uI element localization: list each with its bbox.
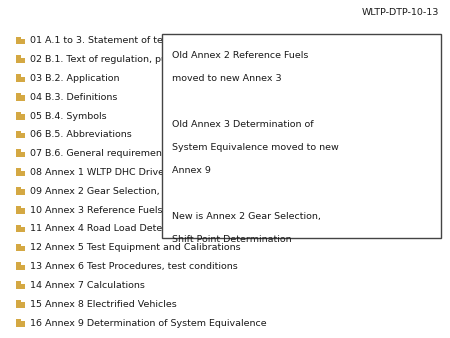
Bar (16, 37, 21, 39)
Text: 05 B.4. Symbols: 05 B.4. Symbols (30, 112, 107, 121)
Text: New is Annex 2 Gear Selection,: New is Annex 2 Gear Selection, (172, 212, 321, 221)
Bar (16, 227, 25, 233)
Bar (16, 284, 25, 289)
Text: Old Annex 3 Determination of: Old Annex 3 Determination of (172, 120, 314, 129)
Text: 13 Annex 6 Test Procedures, test conditions: 13 Annex 6 Test Procedures, test conditi… (30, 262, 238, 271)
Bar (16, 39, 25, 44)
Bar (16, 246, 25, 251)
Text: 06 B.5. Abbreviations: 06 B.5. Abbreviations (30, 130, 132, 139)
Bar (16, 114, 25, 120)
Bar (16, 74, 21, 77)
Bar (16, 131, 21, 133)
Bar (16, 319, 21, 321)
Text: System Equivalence moved to new: System Equivalence moved to new (172, 143, 339, 152)
Bar (16, 58, 25, 63)
Bar (16, 187, 21, 190)
Bar (16, 244, 21, 246)
Text: 09 Annex 2 Gear Selection, Shift Point Determination: 09 Annex 2 Gear Selection, Shift Point D… (30, 187, 283, 196)
Bar (16, 281, 21, 284)
Text: 02 B.1. Text of regulation, purpose, scope: 02 B.1. Text of regulation, purpose, sco… (30, 55, 228, 64)
Text: 07 B.6. General requirements: 07 B.6. General requirements (30, 149, 171, 158)
Text: Annex 9: Annex 9 (172, 166, 211, 175)
Bar (16, 149, 21, 152)
Text: 10 Annex 3 Reference Fuels: 10 Annex 3 Reference Fuels (30, 206, 162, 215)
Bar (16, 303, 25, 308)
FancyBboxPatch shape (162, 34, 441, 238)
Bar (16, 112, 21, 114)
Bar (16, 190, 25, 195)
Text: 01 A.1 to 3. Statement of technical rational and justification: 01 A.1 to 3. Statement of technical rati… (30, 36, 315, 45)
Bar (16, 206, 21, 208)
Bar (16, 55, 21, 58)
Text: 08 Annex 1 WLTP DHC Drive Cycle: 08 Annex 1 WLTP DHC Drive Cycle (30, 168, 193, 177)
Text: 03 B.2. Application: 03 B.2. Application (30, 74, 120, 83)
Bar (16, 171, 25, 176)
Text: Shift Point Determination: Shift Point Determination (172, 235, 292, 244)
Bar (16, 152, 25, 157)
Bar (16, 225, 21, 227)
Bar (16, 265, 25, 270)
Text: moved to new Annex 3: moved to new Annex 3 (172, 74, 282, 83)
Text: Old Annex 2 Reference Fuels: Old Annex 2 Reference Fuels (172, 51, 309, 60)
Bar (16, 93, 21, 95)
Text: 14 Annex 7 Calculations: 14 Annex 7 Calculations (30, 281, 145, 290)
Bar (16, 262, 21, 265)
Bar (16, 168, 21, 171)
Bar (16, 133, 25, 139)
Bar (16, 321, 25, 327)
Bar (16, 300, 21, 303)
Text: 12 Annex 5 Test Equipment and Calibrations: 12 Annex 5 Test Equipment and Calibratio… (30, 243, 241, 252)
Bar (16, 208, 25, 214)
Text: 16 Annex 9 Determination of System Equivalence: 16 Annex 9 Determination of System Equiv… (30, 318, 267, 328)
Text: 04 B.3. Definitions: 04 B.3. Definitions (30, 93, 117, 102)
Bar (16, 77, 25, 82)
Bar (16, 95, 25, 101)
Text: WLTP-DTP-10-13: WLTP-DTP-10-13 (361, 8, 439, 18)
Text: 15 Annex 8 Electrified Vehicles: 15 Annex 8 Electrified Vehicles (30, 300, 177, 309)
Text: 11 Annex 4 Road Load Determination: 11 Annex 4 Road Load Determination (30, 224, 208, 234)
